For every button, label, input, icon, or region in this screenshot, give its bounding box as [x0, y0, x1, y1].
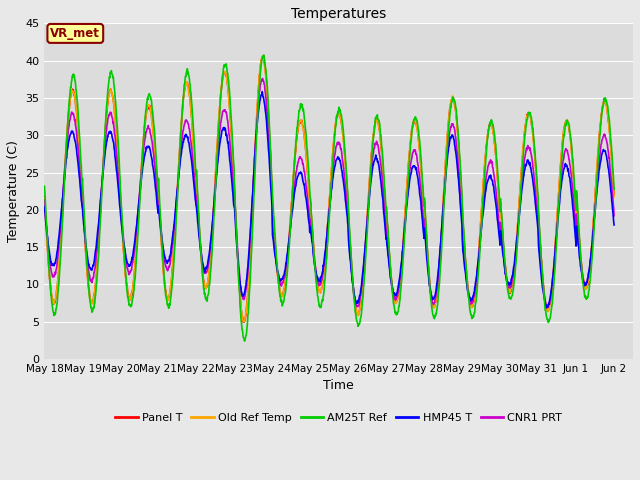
- Y-axis label: Temperature (C): Temperature (C): [7, 140, 20, 242]
- Text: VR_met: VR_met: [51, 27, 100, 40]
- X-axis label: Time: Time: [323, 379, 354, 392]
- Legend: Panel T, Old Ref Temp, AM25T Ref, HMP45 T, CNR1 PRT: Panel T, Old Ref Temp, AM25T Ref, HMP45 …: [111, 408, 566, 427]
- Title: Temperatures: Temperatures: [291, 7, 387, 21]
